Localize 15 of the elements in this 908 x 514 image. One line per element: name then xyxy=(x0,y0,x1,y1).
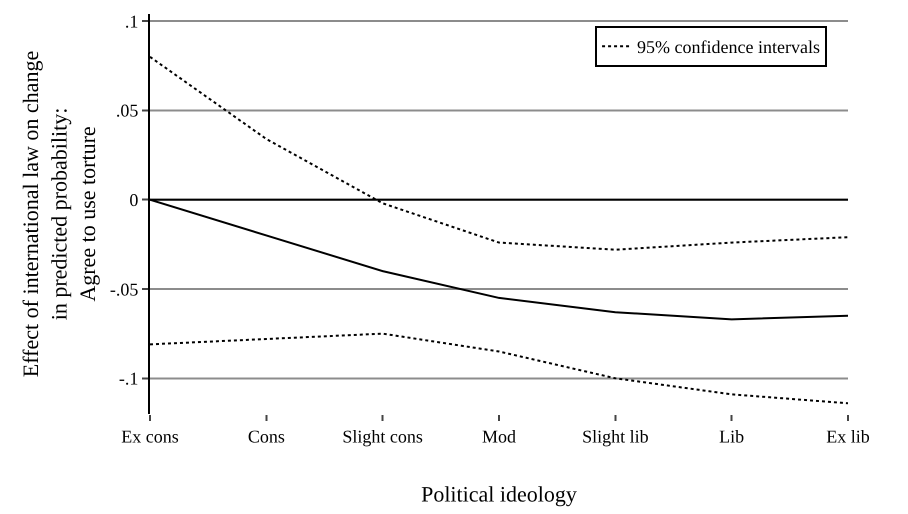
x-tick-label: Ex cons xyxy=(121,426,179,447)
x-tick-label: Mod xyxy=(482,426,516,447)
x-tick-label: Slight cons xyxy=(342,426,423,447)
legend-label: 95% confidence intervals xyxy=(637,37,820,58)
y-tick-label: -.05 xyxy=(110,279,138,300)
y-tick-label: .1 xyxy=(124,11,138,32)
x-tick-label: Slight lib xyxy=(582,426,649,447)
x-tick-label: Cons xyxy=(248,426,285,447)
y-axis-title: Effect of international law on change in predicted probability: Agree to use torture xyxy=(18,50,100,378)
y-tick-label: 0 xyxy=(129,190,138,210)
x-tick-label: Ex lib xyxy=(826,426,870,447)
x-tick-label: Lib xyxy=(719,426,744,447)
x-axis-title: Political ideology xyxy=(421,482,577,506)
y-tick-label: -.1 xyxy=(118,368,138,389)
y-tick-label: .05 xyxy=(116,100,138,121)
